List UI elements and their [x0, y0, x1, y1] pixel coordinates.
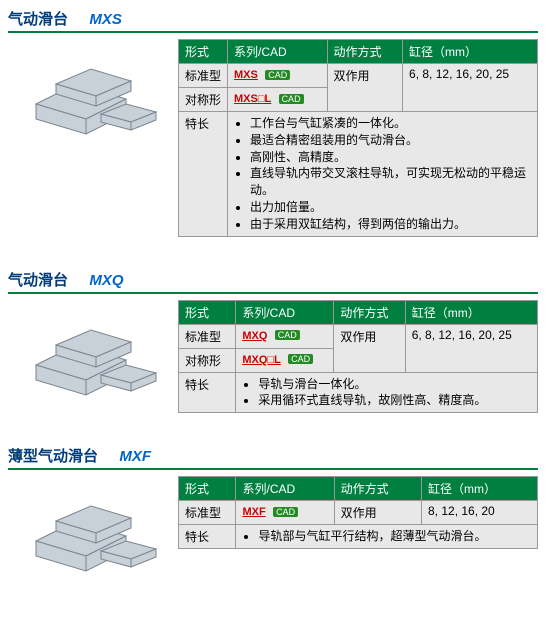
- th-bore: 缸径（mm）: [422, 477, 538, 501]
- product-section: 气动滑台 MXS 形式 系列/CAD 动作方式 缸径（mm）: [8, 8, 538, 237]
- th-action: 动作方式: [334, 477, 421, 501]
- action-cell: 双作用: [327, 64, 403, 112]
- series-cell: MXQ□L CAD: [236, 348, 334, 372]
- title-cn: 薄型气动滑台: [8, 448, 98, 465]
- feature-item: 直线导轨内带交叉滚柱导轨，可实现无松动的平稳运动。: [250, 165, 531, 199]
- th-type: 形式: [179, 300, 236, 324]
- bore-cell: 8, 12, 16, 20: [422, 501, 538, 525]
- title-code: MXS: [89, 11, 122, 28]
- product-image: [8, 300, 178, 410]
- feature-list: 导轨与滑台一体化。采用循环式直线导轨，故刚性高、精度高。: [242, 376, 531, 410]
- features-row: 特长 导轨部与气缸平行结构，超薄型气动滑台。: [179, 525, 538, 549]
- feature-item: 导轨与滑台一体化。: [258, 376, 531, 393]
- product-table: 形式 系列/CAD 动作方式 缸径（mm） 标准型 MXS CAD 双作用6, …: [178, 39, 538, 237]
- series-cell: MXS CAD: [228, 64, 328, 88]
- series-cell: MXS□L CAD: [228, 88, 328, 112]
- product-image: [8, 476, 178, 586]
- feature-item: 最适合精密组装用的气动滑台。: [250, 132, 531, 149]
- type-cell: 对称形: [179, 88, 228, 112]
- series-cell: MXQ CAD: [236, 324, 334, 348]
- th-series: 系列/CAD: [236, 477, 334, 501]
- feature-list: 工作台与气缸紧凑的一体化。最适合精密组装用的气动滑台。高刚性、高精度。直线导轨内…: [234, 115, 531, 233]
- features-cell: 导轨与滑台一体化。采用循环式直线导轨，故刚性高、精度高。: [236, 372, 538, 413]
- title-cn: 气动滑台: [8, 272, 68, 289]
- cad-badge[interactable]: CAD: [275, 330, 300, 340]
- th-series: 系列/CAD: [236, 300, 334, 324]
- th-type: 形式: [179, 477, 236, 501]
- th-series: 系列/CAD: [228, 40, 328, 64]
- type-cell: 标准型: [179, 501, 236, 525]
- product-section: 气动滑台 MXQ 形式 系列/CAD 动作方式 缸径（mm）: [8, 269, 538, 414]
- th-action: 动作方式: [327, 40, 403, 64]
- feature-list: 导轨部与气缸平行结构，超薄型气动滑台。: [242, 528, 531, 545]
- feature-item: 采用循环式直线导轨，故刚性高、精度高。: [258, 392, 531, 409]
- cad-badge[interactable]: CAD: [288, 354, 313, 364]
- feature-item: 工作台与气缸紧凑的一体化。: [250, 115, 531, 132]
- cad-badge[interactable]: CAD: [265, 70, 290, 80]
- type-cell: 标准型: [179, 324, 236, 348]
- action-cell: 双作用: [334, 324, 405, 372]
- type-cell: 标准型: [179, 64, 228, 88]
- series-link[interactable]: MXF: [242, 506, 265, 518]
- product-image: [8, 39, 178, 149]
- product-table: 形式 系列/CAD 动作方式 缸径（mm） 标准型 MXQ CAD 双作用6, …: [178, 300, 538, 414]
- features-row: 特长 工作台与气缸紧凑的一体化。最适合精密组装用的气动滑台。高刚性、高精度。直线…: [179, 112, 538, 237]
- feature-item: 由于采用双缸结构，得到两倍的输出力。: [250, 216, 531, 233]
- title-code: MXQ: [89, 272, 123, 289]
- table-header-row: 形式 系列/CAD 动作方式 缸径（mm）: [179, 477, 538, 501]
- features-cell: 导轨部与气缸平行结构，超薄型气动滑台。: [236, 525, 538, 549]
- features-label: 特长: [179, 372, 236, 413]
- table-row: 标准型 MXS CAD 双作用6, 8, 12, 16, 20, 25: [179, 64, 538, 88]
- cad-badge[interactable]: CAD: [279, 94, 304, 104]
- title-code: MXF: [119, 448, 151, 465]
- product-table: 形式 系列/CAD 动作方式 缸径（mm） 标准型 MXF CAD 双作用8, …: [178, 476, 538, 549]
- feature-item: 导轨部与气缸平行结构，超薄型气动滑台。: [258, 528, 531, 545]
- bore-cell: 6, 8, 12, 16, 20, 25: [403, 64, 538, 112]
- table-row: 标准型 MXQ CAD 双作用6, 8, 12, 16, 20, 25: [179, 324, 538, 348]
- feature-item: 高刚性、高精度。: [250, 149, 531, 166]
- features-row: 特长 导轨与滑台一体化。采用循环式直线导轨，故刚性高、精度高。: [179, 372, 538, 413]
- features-label: 特长: [179, 525, 236, 549]
- features-label: 特长: [179, 112, 228, 237]
- bore-cell: 6, 8, 12, 16, 20, 25: [405, 324, 537, 372]
- features-cell: 工作台与气缸紧凑的一体化。最适合精密组装用的气动滑台。高刚性、高精度。直线导轨内…: [228, 112, 538, 237]
- series-link[interactable]: MXQ: [242, 330, 267, 342]
- series-cell: MXF CAD: [236, 501, 334, 525]
- product-section: 薄型气动滑台 MXF 形式 系列/CAD 动作方式 缸径（mm）: [8, 445, 538, 586]
- th-bore: 缸径（mm）: [403, 40, 538, 64]
- th-bore: 缸径（mm）: [405, 300, 537, 324]
- product-title: 气动滑台 MXS: [8, 8, 538, 33]
- th-action: 动作方式: [334, 300, 405, 324]
- product-title: 气动滑台 MXQ: [8, 269, 538, 294]
- series-link[interactable]: MXQ□L: [242, 354, 280, 366]
- product-title: 薄型气动滑台 MXF: [8, 445, 538, 470]
- feature-item: 出力加倍量。: [250, 199, 531, 216]
- table-header-row: 形式 系列/CAD 动作方式 缸径（mm）: [179, 40, 538, 64]
- table-row: 标准型 MXF CAD 双作用8, 12, 16, 20: [179, 501, 538, 525]
- action-cell: 双作用: [334, 501, 421, 525]
- th-type: 形式: [179, 40, 228, 64]
- type-cell: 对称形: [179, 348, 236, 372]
- cad-badge[interactable]: CAD: [273, 507, 298, 517]
- series-link[interactable]: MXS□L: [234, 93, 271, 105]
- series-link[interactable]: MXS: [234, 69, 258, 81]
- table-header-row: 形式 系列/CAD 动作方式 缸径（mm）: [179, 300, 538, 324]
- title-cn: 气动滑台: [8, 11, 68, 28]
